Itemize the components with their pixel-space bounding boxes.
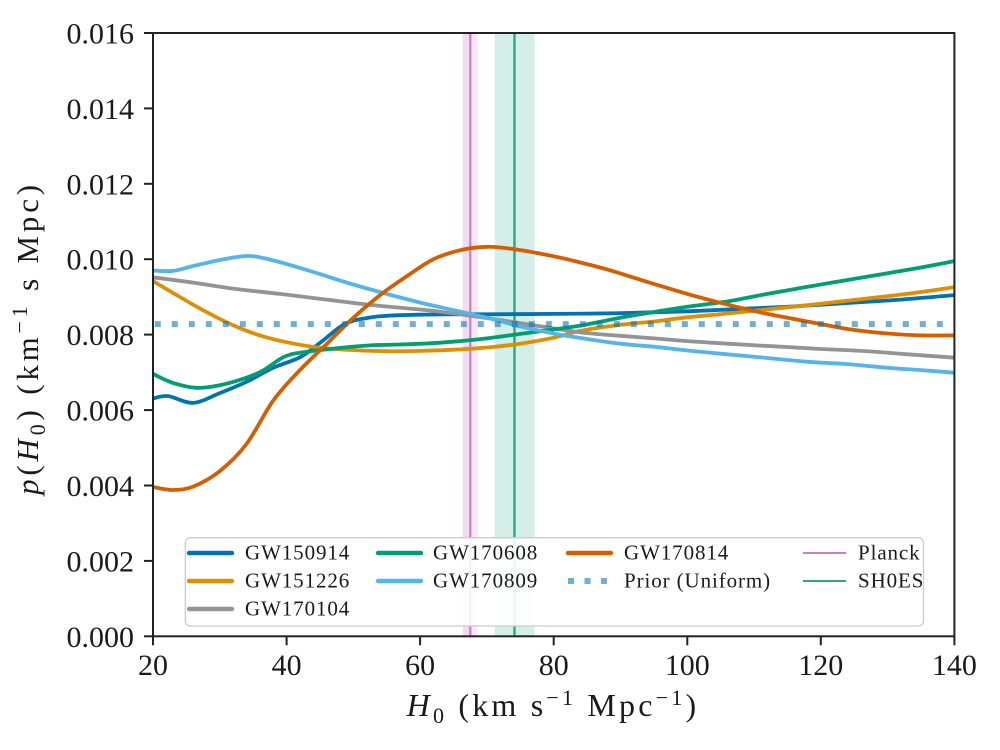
svg-text:60: 60	[405, 649, 435, 682]
svg-text:H0 (km s−1 Mpc−1): H0 (km s−1 Mpc−1)	[406, 685, 700, 728]
svg-text:0.016: 0.016	[67, 18, 135, 51]
svg-text:Prior (Uniform): Prior (Uniform)	[624, 569, 771, 593]
svg-text:0.010: 0.010	[67, 244, 135, 277]
svg-text:GW151226: GW151226	[245, 569, 350, 593]
svg-text:0.012: 0.012	[67, 168, 135, 201]
svg-text:0.000: 0.000	[67, 621, 135, 654]
svg-text:SH0ES: SH0ES	[858, 569, 924, 593]
svg-text:80: 80	[539, 649, 569, 682]
svg-text:GW170814: GW170814	[624, 541, 729, 565]
svg-text:GW170104: GW170104	[245, 597, 350, 621]
svg-text:0.008: 0.008	[67, 319, 135, 352]
svg-text:p(H0) (km−1 s Mpc): p(H0) (km−1 s Mpc)	[7, 181, 50, 497]
svg-text:140: 140	[932, 649, 977, 682]
svg-text:40: 40	[272, 649, 302, 682]
svg-text:GW150914: GW150914	[245, 541, 350, 565]
svg-text:0.002: 0.002	[67, 545, 135, 578]
svg-text:0.004: 0.004	[67, 470, 135, 503]
svg-text:GW170608: GW170608	[433, 541, 538, 565]
svg-text:0.014: 0.014	[67, 93, 135, 126]
svg-text:20: 20	[138, 649, 168, 682]
svg-text:GW170809: GW170809	[433, 569, 538, 593]
svg-text:120: 120	[798, 649, 843, 682]
svg-text:100: 100	[665, 649, 710, 682]
svg-text:0.006: 0.006	[67, 395, 135, 428]
svg-text:Planck: Planck	[858, 541, 921, 565]
